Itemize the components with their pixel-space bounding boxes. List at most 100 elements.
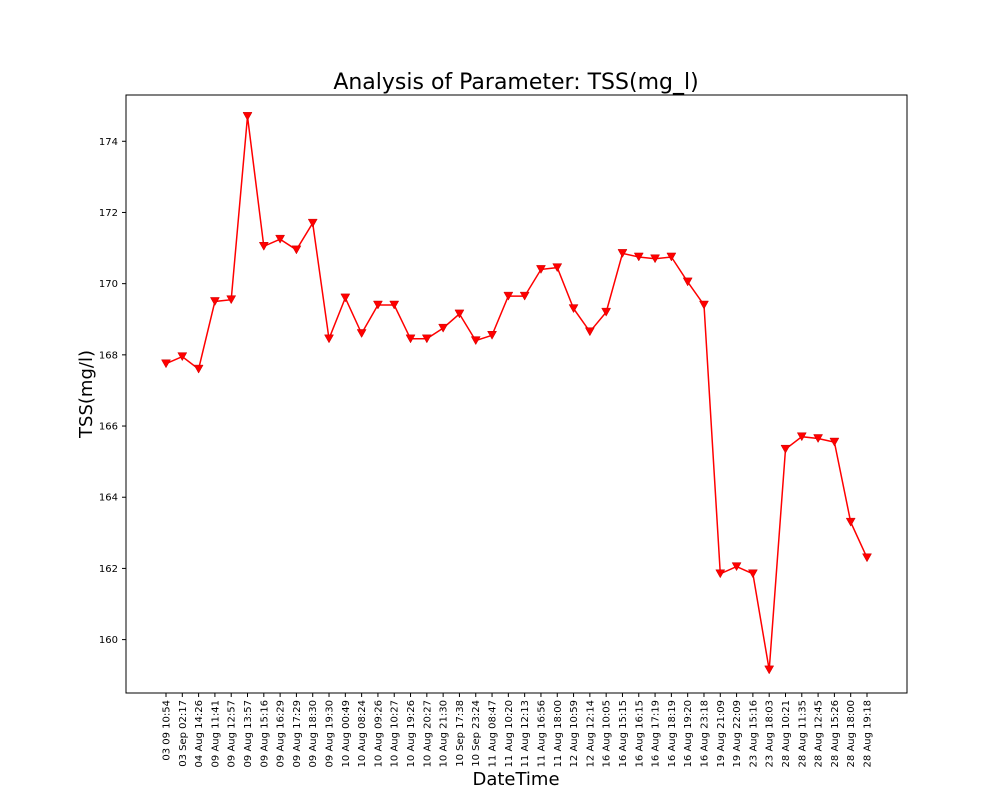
x-tick-label: 16 Aug 17:19 (651, 700, 662, 767)
data-point (226, 295, 237, 305)
x-tick-label: 28 Aug 12:45 (814, 700, 825, 767)
data-point (715, 569, 726, 579)
data-point (829, 437, 840, 447)
data-point (258, 242, 269, 251)
data-point (438, 323, 449, 333)
data-point (666, 252, 677, 262)
y-tick-label: 172 (99, 208, 118, 219)
data-point (780, 444, 791, 454)
data-point (601, 307, 612, 317)
y-axis-label: TSS(mg/l) (76, 350, 97, 439)
x-tick-label: 10 Sep 23:24 (471, 700, 482, 767)
y-tick-label: 162 (99, 564, 118, 575)
x-tick-label: 19 Aug 21:09 (716, 700, 727, 767)
x-tick-label: 10 Aug 08:24 (357, 700, 368, 767)
x-tick-label: 28 Aug 10:21 (781, 700, 792, 767)
data-point (552, 263, 563, 273)
data-point (633, 252, 644, 262)
x-tick-label: 23 Aug 15:16 (748, 700, 759, 767)
x-tick-label: 11 Aug 16:56 (536, 700, 547, 767)
x-tick-label: 10 Aug 20:27 (422, 700, 433, 767)
x-tick-label: 28 Aug 19:18 (863, 700, 874, 767)
y-tick-label: 166 (99, 422, 118, 433)
data-point (862, 553, 872, 563)
data-point (731, 562, 742, 572)
x-tick-label: 03 09 10:54 (162, 700, 173, 761)
data-point (699, 300, 709, 310)
x-tick-label: 10 Aug 00:49 (341, 700, 352, 767)
x-tick-label: 09 Aug 19:30 (325, 700, 336, 767)
data-point (519, 291, 530, 301)
y-tick-label: 168 (99, 350, 118, 361)
x-axis-label: DateTime (472, 769, 559, 790)
y-tick-label: 174 (99, 137, 118, 148)
x-tick-label: 11 Aug 12:13 (520, 700, 531, 767)
data-point (291, 245, 302, 255)
x-tick-label: 16 Aug 19:20 (683, 700, 694, 767)
data-point (177, 352, 188, 362)
data-point (307, 218, 318, 228)
x-tick-label: 09 Aug 16:29 (276, 700, 287, 767)
x-tick-label: 11 Aug 08:47 (488, 700, 499, 767)
x-tick-label: 09 Aug 15:16 (259, 700, 270, 767)
x-tick-label: 09 Aug 13:57 (243, 700, 254, 767)
data-point (813, 434, 824, 444)
y-tick-label: 170 (99, 279, 118, 290)
x-tick-label: 09 Aug 12:57 (227, 700, 238, 767)
data-point (340, 293, 351, 303)
x-tick-label: 11 Aug 18:00 (553, 700, 564, 767)
x-tick-label: 28 Aug 11:35 (797, 700, 808, 767)
data-point (242, 112, 253, 121)
x-tick-label: 09 Aug 17:29 (292, 700, 303, 767)
data-point (193, 364, 204, 374)
x-tick-label: 09 Aug 11:41 (210, 700, 221, 767)
data-point (421, 334, 432, 344)
y-tick-label: 160 (99, 635, 118, 646)
data-markers (161, 112, 872, 675)
x-tick-label: 16 Aug 18:19 (667, 700, 678, 767)
data-point (503, 291, 514, 301)
data-point (682, 277, 693, 287)
x-tick-label: 19 Aug 22:09 (732, 700, 743, 767)
x-tick-label: 10 Aug 19:26 (406, 700, 417, 767)
x-tick-label: 04 Aug 14:26 (194, 700, 205, 767)
x-tick-label: 12 Aug 10:59 (569, 700, 580, 767)
data-point (845, 517, 856, 527)
data-point (454, 309, 465, 319)
data-point (764, 665, 775, 675)
y-tick-label: 164 (99, 493, 118, 504)
x-tick-label: 16 Aug 23:18 (699, 700, 710, 767)
data-point (405, 334, 416, 344)
data-point (161, 359, 171, 369)
data-point (617, 249, 628, 258)
data-point (209, 297, 220, 306)
x-tick-label: 16 Aug 10:05 (602, 700, 613, 767)
x-axis: 03 09 10:54 03 Sep 02:17 04 Aug 14:26 09 Au… (162, 693, 874, 767)
data-point (747, 569, 758, 579)
y-axis: 160 162 164 166 168 170 172 174 (99, 137, 126, 646)
data-point (796, 432, 807, 442)
data-point (324, 334, 334, 344)
x-tick-label: 03 Sep 02:17 (178, 700, 189, 767)
data-point (470, 336, 481, 346)
x-tick-label: 10 Sep 17:38 (455, 700, 466, 767)
data-point (568, 304, 579, 314)
x-tick-label: 16 Aug 16:15 (634, 700, 645, 767)
data-point (487, 331, 497, 340)
data-point (650, 254, 660, 264)
x-tick-label: 28 Aug 15:26 (830, 700, 841, 767)
plot-area (125, 94, 908, 694)
x-tick-label: 23 Aug 18:03 (765, 700, 776, 767)
x-tick-label: 10 Aug 10:27 (390, 700, 401, 767)
x-tick-label: 12 Aug 12:14 (585, 700, 596, 767)
x-tick-label: 11 Aug 10:20 (504, 700, 515, 767)
x-tick-label: 09 Aug 18:30 (308, 700, 319, 767)
x-tick-label: 10 Aug 21:30 (439, 700, 450, 767)
x-tick-label: 28 Aug 18:00 (846, 700, 857, 767)
x-tick-label: 16 Aug 15:15 (618, 700, 629, 767)
data-point (356, 329, 367, 338)
chart-title: Analysis of Parameter: TSS(mg_l) (333, 70, 698, 95)
data-point (389, 300, 400, 310)
